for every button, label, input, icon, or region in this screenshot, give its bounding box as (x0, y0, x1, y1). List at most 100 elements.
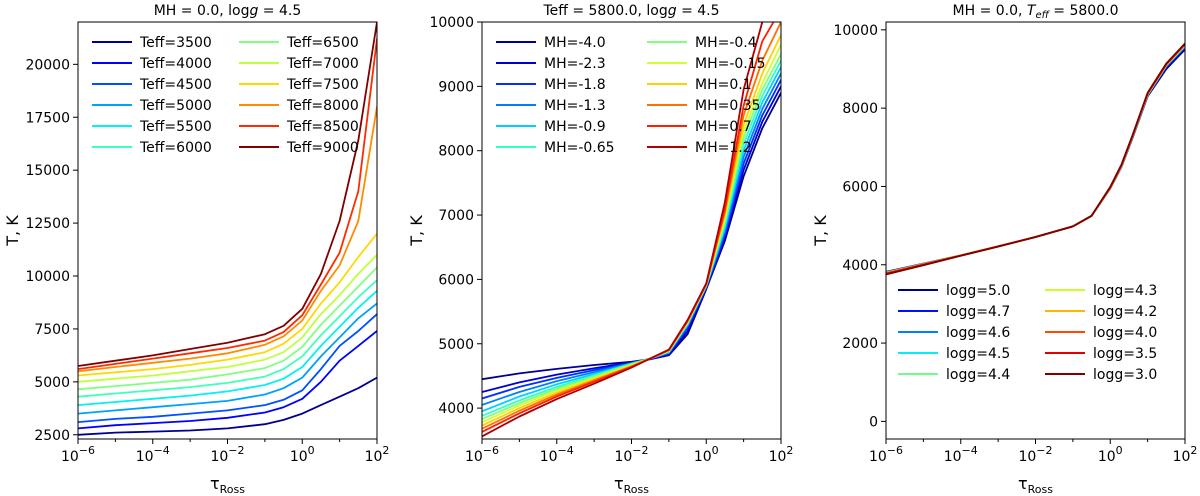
series-line-teff-8000 (78, 105, 377, 373)
legend-label: MH=-1.3 (544, 98, 606, 114)
legend-label: logg=4.6 (946, 325, 1010, 341)
x-tick-label: 10−2 (210, 444, 244, 465)
series-line-teff-8500 (78, 38, 377, 371)
legend-label: Teff=4500 (139, 77, 212, 93)
series-line-teff-7500 (78, 232, 377, 377)
x-tick-label: 102 (365, 444, 390, 465)
y-tick-label: 6000 (438, 272, 474, 288)
legend-label: MH=0.35 (695, 98, 761, 114)
series-line-teff-4500 (78, 313, 377, 424)
legend-label: MH=1.2 (695, 140, 752, 156)
chart-title: MH = 0.0, Teff = 5800.0 (953, 3, 1119, 21)
legend-label: Teff=9000 (286, 140, 359, 156)
y-tick-label: 8000 (438, 144, 474, 160)
y-axis-label: T, K (407, 215, 426, 247)
series-line-mh-1.2 (482, 22, 764, 438)
legend-label: MH=-0.9 (544, 119, 606, 135)
y-tick-label: 4000 (438, 401, 474, 417)
series-group (482, 22, 781, 438)
legend-label: Teff=6000 (139, 140, 212, 156)
series-line-teff-6000 (78, 279, 377, 398)
y-tick-label: 9000 (438, 79, 474, 95)
legend-label: Teff=5500 (139, 119, 212, 135)
series-line-logg-4.2 (886, 43, 1185, 274)
y-tick-label: 2000 (842, 336, 878, 352)
x-tick-label: 102 (1173, 444, 1198, 465)
legend-label: MH=0.7 (695, 119, 752, 135)
legend-label: MH=-0.15 (695, 56, 766, 72)
y-tick-label: 6000 (842, 179, 878, 195)
legend-label: MH=-4.0 (544, 35, 606, 51)
series-line-teff-9000 (78, 22, 377, 367)
x-tick-label: 10−4 (136, 444, 170, 465)
y-tick-label: 20000 (25, 57, 70, 73)
legend-label: logg=3.5 (1093, 346, 1157, 362)
legend-label: MH=0.1 (695, 77, 752, 93)
y-tick-label: 10000 (25, 269, 70, 285)
legend-label: MH=-0.4 (695, 35, 757, 51)
series-line-logg-4.0 (886, 43, 1185, 275)
y-tick-label: 12500 (25, 216, 70, 232)
y-tick-label: 7000 (438, 208, 474, 224)
series-line-teff-5500 (78, 289, 377, 407)
legend-label: Teff=6500 (286, 35, 359, 51)
series-line-teff-4000 (78, 330, 377, 430)
legend-label: Teff=8000 (286, 98, 359, 114)
y-tick-label: 5000 (438, 337, 474, 353)
series-line-teff-3500 (78, 376, 377, 436)
series-line-logg-4.4 (886, 44, 1185, 274)
legend-label: logg=4.0 (1093, 325, 1157, 341)
y-tick-label: 10000 (429, 15, 474, 31)
x-tick-label: 10−2 (614, 444, 648, 465)
y-axis-label: T, K (3, 215, 22, 247)
y-tick-label: 17500 (25, 110, 70, 126)
x-axis-label: τRoss (210, 474, 245, 496)
legend-label: Teff=7000 (286, 56, 359, 72)
series-line-teff-7000 (78, 253, 377, 383)
legend-label: Teff=7500 (286, 77, 359, 93)
series-group (886, 42, 1185, 276)
chart-panel-1: 10−6 10−4 10−2 100 102 2500 5000 7500 10000 12500… (3, 3, 389, 496)
y-tick-label: 15000 (25, 163, 70, 179)
legend-label: MH=-2.3 (544, 56, 606, 72)
series-line-logg-4.5 (886, 45, 1185, 274)
series-line-teff-5000 (78, 302, 377, 415)
legend: MH=-4.0 MH=-2.3 MH=-1.8 MH=-1.3 MH=-0.9 MH=-0… (496, 35, 766, 156)
y-tick-label: 2500 (34, 428, 70, 444)
y-tick-label: 8000 (842, 101, 878, 117)
y-tick-label: 7500 (34, 322, 70, 338)
legend-label: logg=4.7 (946, 304, 1010, 320)
x-tick-label: 100 (1098, 444, 1123, 465)
series-line-logg-5.0 (886, 48, 1185, 273)
y-axis-label: T, K (811, 215, 830, 247)
series-group (78, 22, 377, 436)
x-tick-label: 100 (694, 444, 719, 465)
chart-title: MH = 0.0, logg = 4.5 (154, 3, 302, 19)
series-line-logg-4.7 (886, 46, 1185, 274)
legend-label: Teff=8500 (286, 119, 359, 135)
legend-label: MH=-0.65 (544, 140, 615, 156)
x-axis-label: τRoss (614, 474, 649, 496)
legend: Teff=3500 Teff=4000 Teff=4500 Teff=5000 Teff… (92, 35, 359, 156)
x-tick-label: 10−6 (869, 444, 903, 465)
legend-label: logg=4.3 (1093, 283, 1157, 299)
series-line-logg-4.3 (886, 44, 1185, 274)
legend-label: logg=5.0 (946, 283, 1010, 299)
legend-label: logg=4.4 (946, 367, 1010, 383)
legend-label: Teff=3500 (139, 35, 212, 51)
x-tick-label: 102 (769, 444, 794, 465)
legend: logg=5.0 logg=4.7 logg=4.6 logg=4.5 logg=4.4… (898, 283, 1157, 383)
series-line-logg-3.0 (886, 42, 1185, 276)
legend-label: logg=4.2 (1093, 304, 1157, 320)
legend-label: Teff=5000 (139, 98, 212, 114)
legend-label: logg=4.5 (946, 346, 1010, 362)
y-tick-label: 4000 (842, 258, 878, 274)
x-tick-label: 10−4 (944, 444, 978, 465)
series-line-logg-4.6 (886, 45, 1185, 274)
legend-label: MH=-1.8 (544, 77, 606, 93)
legend-label: Teff=4000 (139, 56, 212, 72)
chart-panel-2: 10−6 10−4 10−2 100 102 4000 5000 6000 7000 8000 90… (407, 3, 794, 496)
chart-panel-3: 10−6 10−4 10−2 100 102 0 2000 4000 6000 8000 10000… (811, 3, 1197, 496)
chart-title: Teff = 5800.0, logg = 4.5 (542, 3, 719, 19)
